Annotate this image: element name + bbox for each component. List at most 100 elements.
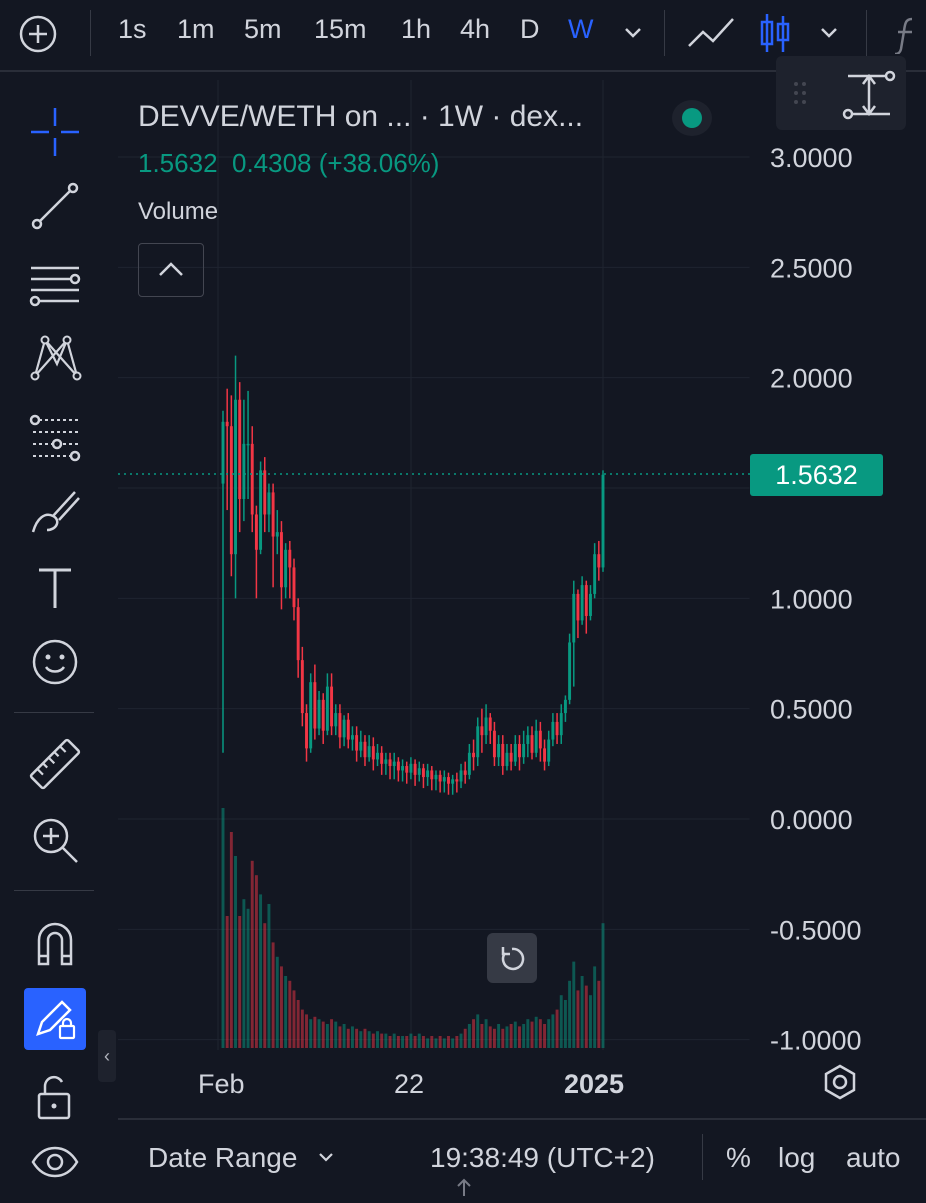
parallel-lines-icon [29, 266, 81, 307]
candle-body [242, 443, 246, 500]
percent-toggle[interactable]: % [726, 1142, 751, 1173]
volume-bar [572, 961, 576, 1048]
date-range-button[interactable]: Date Range [148, 1142, 298, 1173]
volume-bar [313, 1016, 317, 1048]
volume-bar [338, 1026, 342, 1048]
volume-bar [334, 1021, 338, 1048]
price-tick-label: 2.0000 [770, 364, 853, 394]
interval-1m[interactable]: 1m [177, 14, 215, 44]
candle-body [288, 549, 292, 568]
interval-15m[interactable]: 15m [314, 14, 367, 44]
crosshair-tool[interactable] [22, 102, 88, 162]
volume-bar [505, 1026, 509, 1048]
zoom-in-icon [33, 818, 78, 863]
volume-bar [472, 1019, 476, 1048]
volume-bar [543, 1024, 546, 1048]
text-tool[interactable] [22, 558, 88, 618]
candle-body [534, 730, 538, 753]
stay-in-drawing-mode-tool[interactable] [24, 988, 86, 1050]
price-axis[interactable]: 3.0000 2.5000 2.0000 1.0000 0.5000 0.0000 -0.5… [770, 143, 862, 1056]
candle-body [334, 713, 338, 727]
magnet-tool[interactable] [22, 912, 88, 972]
chevron-down-icon [625, 28, 641, 38]
interval-5m[interactable]: 5m [244, 14, 282, 44]
indicators-button[interactable] [890, 14, 926, 59]
time-tick-label: Feb [198, 1069, 245, 1099]
scroll-indicator[interactable] [454, 1176, 474, 1203]
chart-type-dropdown[interactable] [818, 24, 840, 47]
candle-body [543, 748, 546, 762]
interval-1s[interactable]: 1s [118, 14, 147, 44]
candle-chart-type-button[interactable] [756, 10, 796, 61]
interval-w[interactable]: W [568, 14, 594, 44]
clock-timezone[interactable]: 19:38:49 (UTC+2) [430, 1142, 655, 1173]
date-range-chevron[interactable] [316, 1150, 336, 1171]
candle-body [405, 766, 409, 773]
measure-widget[interactable] [776, 56, 906, 130]
candle-body [518, 743, 521, 758]
volume-bar [330, 1019, 334, 1048]
reset-chart-button[interactable] [487, 933, 537, 983]
hide-drawings-tool[interactable] [22, 1130, 88, 1190]
ruler-tool[interactable] [22, 734, 88, 794]
interval-d[interactable]: D [520, 14, 540, 44]
candle-body [505, 752, 509, 767]
log-toggle[interactable]: log [778, 1142, 816, 1173]
add-symbol-button[interactable] [18, 14, 58, 54]
horizontal-lines-tool[interactable] [22, 254, 88, 314]
candle-body [371, 746, 375, 760]
sidebar-divider [14, 712, 94, 713]
brush-tool[interactable] [22, 482, 88, 542]
chart-settings-button[interactable] [820, 1062, 860, 1107]
candle-body [447, 777, 450, 784]
candle-body [480, 726, 484, 736]
candle-body [367, 746, 371, 758]
pattern-tool[interactable] [22, 328, 88, 388]
volume-legend[interactable]: Volume [138, 198, 219, 225]
arrow-up-icon [457, 1178, 471, 1196]
volume-bar [300, 1009, 304, 1048]
interval-dropdown[interactable] [622, 24, 644, 47]
volume-bar [589, 995, 592, 1048]
symbol-title[interactable]: DEVVE/WETH on ... · 1W · dex... [138, 100, 584, 133]
volume-bar [409, 1033, 413, 1048]
magnet-icon [37, 922, 73, 966]
price-chart[interactable]: 3.0000 2.5000 2.0000 1.0000 0.5000 0.0000 -0.5… [118, 80, 926, 1120]
line-chart-type-button[interactable] [686, 14, 736, 59]
candle-body [421, 768, 425, 778]
auto-toggle[interactable]: auto [846, 1142, 901, 1173]
volume-bar [238, 916, 242, 1048]
collapse-sidebar-button[interactable]: ‹ [98, 1030, 116, 1082]
candle-body [229, 426, 233, 555]
collapse-legend-button[interactable] [138, 243, 204, 297]
lock-drawings-tool[interactable] [22, 1066, 88, 1126]
volume-bar [463, 1028, 467, 1048]
volume-bar [563, 1000, 567, 1048]
candle-body [355, 735, 359, 751]
chart-pane[interactable]: 3.0000 2.5000 2.0000 1.0000 0.5000 0.0000 -0.5… [118, 80, 926, 1200]
fib-tool[interactable] [22, 406, 88, 466]
trend-line-tool[interactable] [22, 176, 88, 236]
candle-body [338, 713, 342, 738]
volume-bar [388, 1036, 392, 1048]
emoji-tool[interactable] [22, 632, 88, 692]
zoom-tool[interactable] [22, 810, 88, 870]
last-price-label: 1.5632 [750, 454, 883, 496]
volume-bar [325, 1024, 329, 1048]
volume-bar [530, 1021, 534, 1048]
volume-bar [371, 1033, 375, 1048]
candle-body [392, 761, 396, 767]
candle-body [563, 699, 567, 714]
time-axis[interactable]: Feb 22 2025 [198, 1069, 624, 1099]
interval-1h[interactable]: 1h [401, 14, 432, 44]
candle-body [580, 585, 584, 621]
volume-bar [280, 966, 283, 1048]
candle-body [380, 752, 384, 764]
change-percent: (+38.06%) [318, 148, 440, 178]
candle-body [271, 492, 275, 537]
interval-4h[interactable]: 4h [460, 14, 491, 44]
candle-body [417, 768, 421, 775]
price-tick-label: 0.5000 [770, 695, 853, 725]
candle-body [275, 532, 279, 537]
text-icon [39, 568, 71, 608]
